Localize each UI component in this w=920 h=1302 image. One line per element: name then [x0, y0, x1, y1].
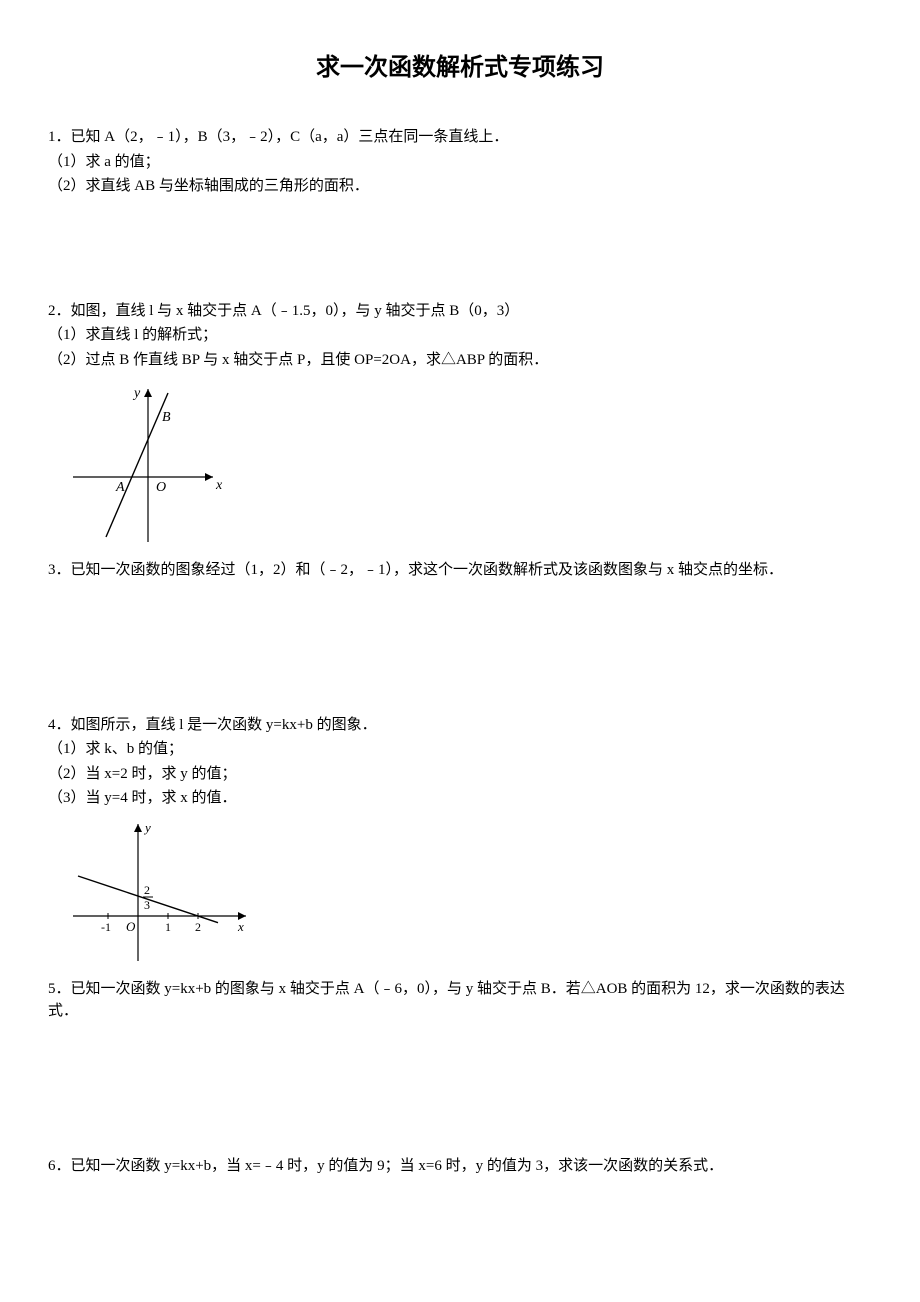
label-one: 1 [165, 920, 171, 934]
label-y: y [132, 386, 141, 401]
problem-2-sub2: （2）过点 B 作直线 BP 与 x 轴交于点 P，且使 OP=2OA，求△AB… [48, 349, 872, 372]
problem-3: 3．已知一次函数的图象经过（1，2）和（﹣2，﹣1），求这个一次函数解析式及该函… [48, 559, 872, 582]
problem-4-main: 4．如图所示，直线 l 是一次函数 y=kx+b 的图象． [48, 714, 872, 737]
spacer [48, 684, 872, 714]
problem-4: 4．如图所示，直线 l 是一次函数 y=kx+b 的图象． （1）求 k、b 的… [48, 714, 872, 966]
problem-3-main: 3．已知一次函数的图象经过（1，2）和（﹣2，﹣1），求这个一次函数解析式及该函… [48, 559, 872, 582]
problem-1-sub2: （2）求直线 AB 与坐标轴围成的三角形的面积． [48, 175, 872, 198]
spacer [48, 210, 872, 300]
spacer [48, 1035, 872, 1125]
problem-2: 2．如图，直线 l 与 x 轴交于点 A（﹣1.5，0），与 y 轴交于点 B（… [48, 300, 872, 548]
label-x4: x [237, 919, 244, 934]
problem-2-sub1: （1）求直线 l 的解析式； [48, 324, 872, 347]
problem-6: 6．已知一次函数 y=kx+b，当 x=﹣4 时，y 的值为 9；当 x=6 时… [48, 1155, 872, 1178]
problem-2-figure: O x y A B [68, 377, 872, 547]
problem-5-main: 5．已知一次函数 y=kx+b 的图象与 x 轴交于点 A（﹣6，0），与 y … [48, 978, 872, 1023]
spacer [48, 1125, 872, 1155]
problem-6-main: 6．已知一次函数 y=kx+b，当 x=﹣4 时，y 的值为 9；当 x=6 时… [48, 1155, 872, 1178]
label-frac-bot: 3 [144, 898, 150, 912]
label-O: O [156, 480, 166, 495]
problem-4-sub3: （3）当 y=4 时，求 x 的值． [48, 787, 872, 810]
label-neg1: -1 [101, 920, 111, 934]
spacer [48, 594, 872, 684]
page-title: 求一次函数解析式专项练习 [48, 50, 872, 86]
label-y4: y [143, 820, 151, 835]
label-O4: O [126, 919, 136, 934]
problem-1-main: 1．已知 A（2，﹣1），B（3，﹣2），C（a，a）三点在同一条直线上． [48, 126, 872, 149]
problem-4-sub2: （2）当 x=2 时，求 y 的值； [48, 763, 872, 786]
problem-4-figure: 2 3 O -1 1 2 x y [68, 816, 872, 966]
problem-4-sub1: （1）求 k、b 的值； [48, 738, 872, 761]
problem-5: 5．已知一次函数 y=kx+b 的图象与 x 轴交于点 A（﹣6，0），与 y … [48, 978, 872, 1023]
label-B: B [162, 410, 171, 425]
label-frac-top: 2 [144, 883, 150, 897]
problem-1: 1．已知 A（2，﹣1），B（3，﹣2），C（a，a）三点在同一条直线上． （1… [48, 126, 872, 198]
problem-2-main: 2．如图，直线 l 与 x 轴交于点 A（﹣1.5，0），与 y 轴交于点 B（… [48, 300, 872, 323]
label-two: 2 [195, 920, 201, 934]
label-x: x [215, 478, 223, 493]
label-A: A [115, 480, 125, 495]
problem-1-sub1: （1）求 a 的值； [48, 151, 872, 174]
